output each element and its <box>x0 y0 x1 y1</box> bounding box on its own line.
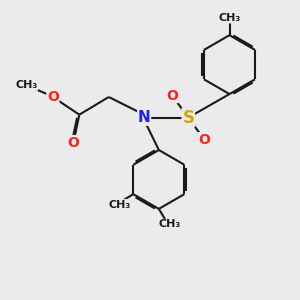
Text: CH₃: CH₃ <box>15 80 38 90</box>
Text: S: S <box>182 109 194 127</box>
Text: O: O <box>68 136 80 150</box>
Text: CH₃: CH₃ <box>158 219 180 229</box>
Text: N: N <box>138 110 151 125</box>
Text: CH₃: CH₃ <box>218 13 241 23</box>
Text: CH₃: CH₃ <box>108 200 130 210</box>
Text: O: O <box>166 88 178 103</box>
Text: O: O <box>47 90 59 104</box>
Text: O: O <box>199 133 210 147</box>
